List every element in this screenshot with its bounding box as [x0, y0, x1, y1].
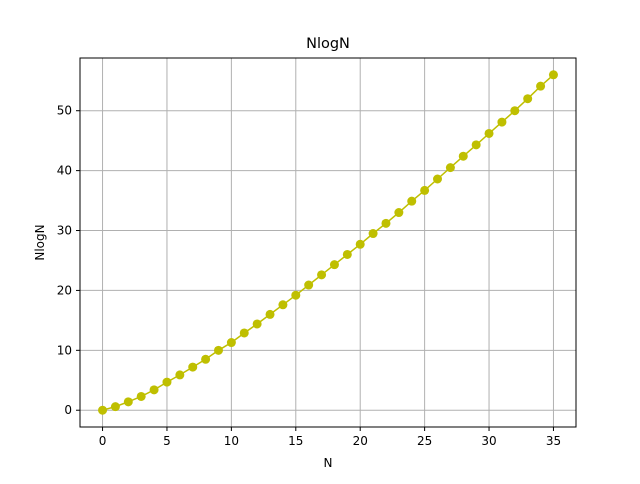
- y-tick-label: 50: [57, 104, 72, 118]
- data-point: [265, 309, 275, 319]
- data-point: [188, 362, 198, 372]
- data-point: [407, 196, 417, 206]
- data-point: [497, 117, 507, 127]
- data-point: [536, 81, 546, 91]
- y-tick-label: 40: [57, 164, 72, 178]
- data-point: [291, 290, 301, 300]
- data-point: [420, 185, 430, 195]
- data-point: [317, 270, 327, 280]
- x-tick-label: 0: [99, 434, 107, 448]
- data-point: [201, 354, 211, 364]
- data-point: [445, 163, 455, 173]
- data-point: [252, 319, 262, 329]
- series-layer: [98, 70, 558, 415]
- plot-frame: [79, 57, 577, 428]
- data-point: [110, 402, 120, 412]
- y-tick-label: 20: [57, 283, 72, 297]
- data-point: [368, 229, 378, 239]
- x-tick-label: 20: [353, 434, 368, 448]
- x-tick-label: 25: [417, 434, 432, 448]
- data-point: [484, 128, 494, 138]
- data-point: [458, 151, 468, 161]
- data-point: [523, 94, 533, 104]
- data-point: [226, 338, 236, 348]
- y-tick-label: 10: [57, 343, 72, 357]
- data-point: [175, 370, 185, 380]
- data-point: [162, 377, 172, 387]
- data-point: [329, 260, 339, 270]
- y-tick-label: 0: [64, 403, 72, 417]
- data-point: [394, 208, 404, 218]
- x-axis-label: N: [324, 456, 333, 470]
- y-axis-label: NlogN: [33, 224, 47, 260]
- x-tick-label: 10: [224, 434, 239, 448]
- chart-title: NlogN: [306, 36, 350, 52]
- data-point: [213, 345, 223, 355]
- data-point: [136, 391, 146, 401]
- data-point: [433, 174, 443, 184]
- data-point: [239, 328, 249, 338]
- x-tick-label: 5: [163, 434, 171, 448]
- data-point: [98, 405, 108, 415]
- data-point: [304, 280, 314, 290]
- data-point: [471, 140, 481, 150]
- x-tick-label: 30: [481, 434, 496, 448]
- data-point: [123, 397, 133, 407]
- x-tick-label: 15: [288, 434, 303, 448]
- grid-lines: [80, 58, 576, 427]
- x-tick-label: 35: [546, 434, 561, 448]
- data-point: [149, 385, 159, 395]
- data-point: [278, 300, 288, 310]
- y-tick-label: 30: [57, 224, 72, 238]
- data-point: [510, 106, 520, 116]
- data-point: [342, 249, 352, 259]
- axis-ticks: 0 5 10 15 20 25 30 35 0 10 20 30 40 50: [57, 104, 561, 448]
- series-line: [102, 74, 554, 411]
- data-point: [355, 239, 365, 249]
- data-point: [548, 70, 558, 80]
- data-point: [381, 218, 391, 228]
